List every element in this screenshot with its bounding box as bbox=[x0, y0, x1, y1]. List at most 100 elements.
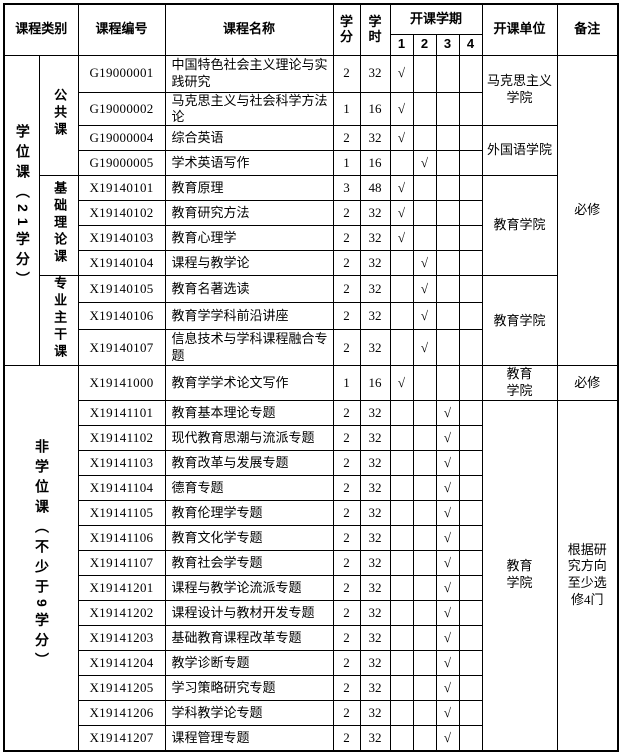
unit-cell: 教育 学院 bbox=[481, 400, 558, 752]
sem1-check-cell bbox=[389, 650, 414, 677]
sem4-check-cell bbox=[458, 365, 483, 402]
table-row: 学位课（21学分） 公共课 G19000001 中国特色社会主义理论与实践研究 … bbox=[3, 54, 619, 367]
credit-cell: 2 bbox=[332, 400, 361, 427]
sem1-check-cell: √ bbox=[389, 54, 414, 93]
course-name-cell: 马克思主义与社会科学方法论 bbox=[164, 91, 334, 126]
table-row: 基础理论课 X19140101 教育原理 3 48 √ 教育学院 bbox=[4, 175, 618, 276]
sem4-check-cell bbox=[458, 200, 483, 226]
sem1-check-cell bbox=[389, 600, 414, 627]
section-nondegree-cell: 非学位课（不少于9学分） bbox=[3, 365, 79, 752]
table-row: G19000004 综合英语 2 32 √ 外国语学院 bbox=[4, 125, 618, 176]
sem3-check-cell bbox=[435, 329, 460, 367]
note-cell: 根据研 究方向 至少选 修4门 bbox=[556, 400, 619, 752]
course-name-cell: 课程管理专题 bbox=[164, 725, 334, 752]
course-name-cell: 教育学学术论文写作 bbox=[164, 365, 334, 402]
course-code-cell: X19141202 bbox=[77, 600, 166, 627]
subsection-public-cell: 公共课 bbox=[39, 54, 79, 176]
sem2-check-cell bbox=[412, 725, 437, 752]
credit-cell: 2 bbox=[332, 600, 361, 627]
table-row: X19141205 学习策略研究专题 2 32 √ bbox=[4, 675, 618, 702]
sem4-check-cell bbox=[458, 225, 483, 251]
header-semester-group: 开课学期 bbox=[389, 3, 483, 35]
sem1-check-cell bbox=[389, 725, 414, 752]
sem4-check-cell bbox=[458, 725, 483, 752]
course-code-cell: X19141107 bbox=[77, 550, 166, 577]
subsection-basic-label: 基础理论课 bbox=[52, 180, 68, 266]
course-name-cell: 信息技术与学科课程融合专题 bbox=[164, 329, 334, 367]
sem2-check-cell bbox=[412, 450, 437, 477]
note-cell: 必修 bbox=[556, 54, 619, 367]
table-row: X19140104 课程与教学论 2 32 √ bbox=[4, 250, 618, 276]
header-note: 备注 bbox=[556, 3, 619, 56]
sem3-check-cell: √ bbox=[435, 650, 460, 677]
sem3-check-cell bbox=[435, 54, 460, 93]
table-row: X19141107 教育社会学专题 2 32 √ bbox=[4, 550, 618, 577]
credit-cell: 2 bbox=[332, 525, 361, 552]
course-code-cell: G19000004 bbox=[77, 125, 166, 151]
sem1-check-cell bbox=[389, 575, 414, 602]
credit-cell: 1 bbox=[332, 150, 361, 176]
credit-cell: 1 bbox=[332, 91, 361, 126]
sem4-check-cell bbox=[458, 525, 483, 552]
unit-cell: 外国语学院 bbox=[481, 125, 558, 176]
table-row: G19000002 马克思主义与社会科学方法论 1 16 √ bbox=[4, 91, 618, 126]
sem2-check-cell: √ bbox=[412, 302, 437, 331]
sem4-check-cell bbox=[458, 600, 483, 627]
table-row: X19140107 信息技术与学科课程融合专题 2 32 √ bbox=[4, 329, 618, 367]
credit-cell: 2 bbox=[332, 550, 361, 577]
sem1-check-cell bbox=[389, 250, 414, 276]
sem2-check-cell bbox=[412, 675, 437, 702]
credit-cell: 2 bbox=[332, 500, 361, 527]
sem1-check-cell bbox=[389, 450, 414, 477]
sem4-check-cell bbox=[458, 475, 483, 502]
credit-cell: 2 bbox=[332, 425, 361, 452]
sem4-check-cell bbox=[458, 450, 483, 477]
course-name-cell: 教育原理 bbox=[164, 175, 334, 201]
sem1-check-cell bbox=[389, 500, 414, 527]
sem1-check-cell: √ bbox=[389, 365, 414, 402]
hours-cell: 16 bbox=[359, 150, 391, 176]
course-code-cell: X19141103 bbox=[77, 450, 166, 477]
sem3-check-cell bbox=[435, 365, 460, 402]
unit-cell: 教育学院 bbox=[481, 175, 558, 276]
header-unit: 开课单位 bbox=[481, 3, 558, 56]
section-degree-cell: 学位课（21学分） bbox=[3, 54, 41, 367]
table-row: X19140106 教育学学科前沿讲座 2 32 √ bbox=[4, 302, 618, 331]
sem2-check-cell bbox=[412, 475, 437, 502]
hours-cell: 48 bbox=[359, 175, 391, 201]
header-credit: 学分 bbox=[332, 3, 361, 56]
table-row: X19141206 学科教学论专题 2 32 √ bbox=[4, 700, 618, 727]
sem1-check-cell bbox=[389, 525, 414, 552]
sem3-check-cell bbox=[435, 250, 460, 276]
course-name-cell: 基础教育课程改革专题 bbox=[164, 625, 334, 652]
sem3-check-cell bbox=[435, 274, 460, 304]
sem3-check-cell: √ bbox=[435, 600, 460, 627]
sem3-check-cell bbox=[435, 91, 460, 126]
hours-cell: 32 bbox=[359, 550, 391, 577]
sem4-check-cell bbox=[458, 500, 483, 527]
credit-cell: 2 bbox=[332, 625, 361, 652]
hours-cell: 32 bbox=[359, 329, 391, 367]
credit-cell: 2 bbox=[332, 700, 361, 727]
sem1-check-cell: √ bbox=[389, 225, 414, 251]
sem4-check-cell bbox=[458, 400, 483, 427]
table-row: X19141104 德育专题 2 32 √ bbox=[4, 475, 618, 502]
course-name-cell: 德育专题 bbox=[164, 475, 334, 502]
sem4-check-cell bbox=[458, 250, 483, 276]
sem2-check-cell bbox=[412, 575, 437, 602]
hours-cell: 32 bbox=[359, 225, 391, 251]
unit-cell: 教育 学院 bbox=[481, 365, 558, 402]
sem2-check-cell bbox=[412, 225, 437, 251]
curriculum-table: 课程类别 课程编号 课程名称 学分 学时 开课学期 开课单位 备注 1 2 3 … bbox=[2, 3, 620, 752]
header-sem-1: 1 bbox=[389, 33, 414, 56]
credit-cell: 2 bbox=[332, 450, 361, 477]
sem4-check-cell bbox=[458, 175, 483, 201]
sem4-check-cell bbox=[458, 302, 483, 331]
sem1-check-cell bbox=[389, 150, 414, 176]
course-code-cell: X19140103 bbox=[77, 225, 166, 251]
sem2-check-cell bbox=[412, 550, 437, 577]
table-row: X19141201 课程与教学论流派专题 2 32 √ bbox=[4, 575, 618, 602]
credit-cell: 2 bbox=[332, 125, 361, 151]
sem1-check-cell bbox=[389, 700, 414, 727]
sem1-check-cell bbox=[389, 475, 414, 502]
